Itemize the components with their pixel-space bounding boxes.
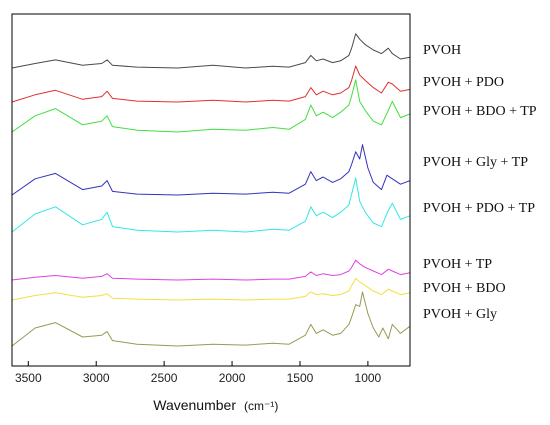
series-line-1 (11, 33, 411, 69)
x-tick-label: 2000 (219, 371, 246, 385)
series-label-5: PVOH + PDO + TP (423, 201, 535, 216)
series-label-7: PVOH + BDO (423, 281, 506, 296)
series-label-6: PVOH + TP (423, 257, 492, 272)
x-tick-label: 3500 (15, 371, 42, 385)
spectrum-traces (11, 33, 411, 347)
series-label-1: PVOH (423, 43, 461, 58)
x-tick-label: 1500 (287, 371, 314, 385)
x-tick-label: 2500 (151, 371, 178, 385)
series-label-8: PVOH + Gly (423, 307, 497, 322)
x-tick-label: 3000 (83, 371, 110, 385)
series-label-2: PVOH + PDO (423, 75, 504, 90)
plot-frame (11, 13, 411, 367)
series-line-3 (11, 79, 411, 133)
series-line-2 (11, 65, 411, 103)
series-line-5 (11, 177, 411, 233)
series-line-4 (11, 144, 411, 196)
series-label-4: PVOH + Gly + TP (423, 155, 528, 170)
x-axis-ticks: 3500 3000 2500 2000 1500 1000 (15, 361, 382, 385)
series-line-8 (11, 291, 411, 347)
series-line-6 (11, 259, 411, 281)
x-axis-unit: (cm⁻¹) (244, 399, 278, 413)
series-labels: PVOH PVOH + PDO PVOH + BDO + TP PVOH + Gly … (423, 43, 537, 322)
x-axis-title: Wavenumber (153, 397, 236, 413)
x-tick-label: 1000 (355, 371, 382, 385)
series-line-7 (11, 277, 411, 301)
series-label-3: PVOH + BDO + TP (423, 104, 537, 119)
